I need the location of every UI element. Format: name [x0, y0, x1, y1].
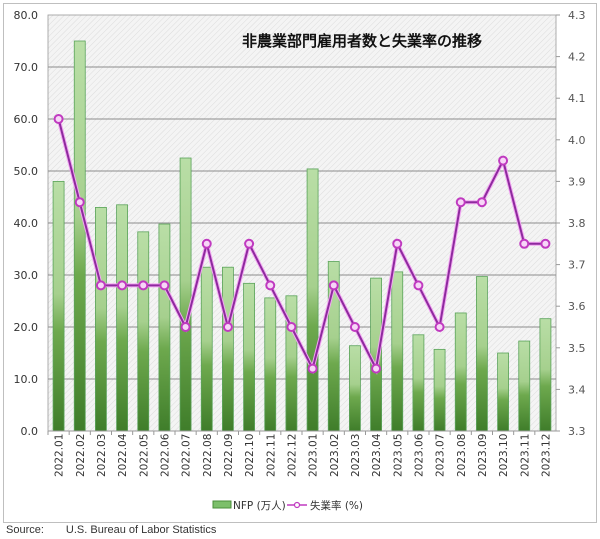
unemployment-point-2022.11 — [265, 280, 276, 291]
x-axis-tick-label: 2022.04 — [117, 433, 129, 477]
source-label: Source: — [6, 524, 44, 536]
unemployment-point-2023.07 — [434, 322, 445, 332]
legend-nfp-swatch — [212, 500, 232, 509]
right-axis-tick-label: 3.4 — [568, 383, 586, 396]
unemployment-point-2023.05 — [392, 238, 403, 249]
unemployment-point-2022.02 — [74, 197, 85, 208]
x-axis-tick-label: 2022.06 — [159, 433, 171, 477]
x-axis-tick-label: 2023.04 — [371, 433, 383, 477]
unemployment-point-2023.03 — [349, 322, 360, 332]
bar-nfp-2022.01 — [52, 180, 65, 432]
bar-nfp-2022.11 — [264, 297, 277, 432]
left-axis-tick-label: 30.0 — [14, 269, 39, 282]
bar-nfp-2022.10 — [243, 282, 255, 432]
bar-nfp-2022.06 — [158, 223, 171, 432]
x-axis-tick-label: 2023.10 — [498, 434, 510, 477]
bar-nfp-2022.08 — [200, 266, 213, 432]
left-axis-tick-label: 60.0 — [14, 113, 39, 126]
unemployment-point-2023.09 — [476, 197, 487, 208]
x-axis-tick-label: 2023.06 — [413, 433, 425, 477]
right-axis-tick-label: 4.0 — [568, 134, 586, 147]
x-axis-tick-label: 2023.01 — [308, 434, 320, 477]
bar-nfp-2023.12 — [539, 318, 552, 432]
source-text: U.S. Bureau of Labor Statistics — [65, 524, 217, 536]
bar-nfp-2022.04 — [116, 204, 128, 432]
right-axis-tick-label: 4.1 — [568, 92, 586, 105]
left-axis-tick-label: 70.0 — [14, 61, 39, 74]
right-axis-tick-label: 3.3 — [568, 425, 586, 438]
x-axis-tick-label: 2022.11 — [265, 434, 277, 477]
x-axis-tick-label: 2022.12 — [286, 434, 298, 477]
source-note: Source: U.S. Bureau of Labor Statistics — [6, 524, 238, 536]
left-axis-tick-label: 50.0 — [14, 165, 39, 178]
unemployment-point-2022.01 — [53, 114, 64, 124]
bar-nfp-2023.06 — [412, 334, 425, 432]
x-axis-tick-label: 2023.05 — [392, 434, 404, 477]
x-axis-tick-label: 2022.08 — [202, 434, 214, 477]
right-axis-tick-label: 3.8 — [568, 217, 586, 230]
unemployment-point-2023.12 — [540, 238, 551, 249]
bar-nfp-2023.05 — [391, 271, 404, 432]
unemployment-point-2023.08 — [455, 197, 466, 208]
bar-nfp-2023.01 — [306, 168, 319, 432]
x-axis-tick-label: 2022.01 — [54, 434, 66, 477]
legend-unemployment-label: 失業率 (%) — [310, 499, 363, 512]
unemployment-point-2023.10 — [498, 155, 509, 166]
right-axis-tick-label: 3.7 — [568, 259, 586, 272]
right-axis-tick-label: 4.2 — [568, 51, 586, 64]
unemployment-point-2022.03 — [95, 280, 106, 291]
bar-nfp-2023.10 — [497, 352, 509, 432]
x-axis-tick-label: 2022.07 — [181, 434, 193, 477]
x-axis-tick-label: 2022.10 — [244, 434, 256, 477]
left-axis-tick-label: 0.0 — [21, 425, 39, 438]
left-axis-tick-label: 20.0 — [14, 321, 39, 334]
right-axis-tick-label: 3.6 — [568, 300, 586, 313]
unemployment-point-2022.09 — [222, 322, 233, 332]
bar-nfp-2023.08 — [454, 312, 467, 432]
unemployment-point-2022.06 — [159, 280, 170, 291]
chart-frame — [3, 3, 597, 523]
chart-title: 非農業部門雇用者数と失業率の推移 — [242, 32, 482, 50]
x-axis-tick-label: 2023.02 — [329, 434, 341, 477]
bar-nfp-2022.09 — [222, 266, 234, 432]
unemployment-point-2023.11 — [519, 238, 530, 249]
x-axis-tick-label: 2023.12 — [540, 434, 552, 477]
unemployment-point-2022.05 — [138, 280, 149, 291]
right-axis-tick-label: 3.9 — [568, 175, 586, 188]
bar-nfp-2022.05 — [137, 231, 150, 432]
legend-unemployment-marker — [293, 501, 301, 509]
right-axis-tick-label: 4.3 — [568, 9, 586, 22]
bar-nfp-2023.09 — [476, 276, 488, 432]
bar-nfp-2022.03 — [95, 206, 107, 432]
x-axis-tick-label: 2023.08 — [456, 434, 468, 477]
unemployment-point-2022.07 — [180, 322, 191, 332]
unemployment-point-2022.12 — [286, 322, 297, 332]
x-axis-tick-label: 2023.07 — [435, 434, 447, 477]
unemployment-point-2023.01 — [307, 363, 318, 374]
bar-nfp-2023.03 — [349, 345, 361, 432]
x-axis-tick-label: 2022.03 — [96, 434, 108, 477]
x-axis-tick-label: 2022.09 — [223, 434, 235, 477]
left-axis-tick-label: 80.0 — [14, 9, 39, 22]
unemployment-point-2022.04 — [117, 280, 128, 291]
unemployment-point-2022.10 — [244, 238, 255, 249]
unemployment-point-2023.02 — [328, 280, 339, 291]
left-axis-tick-label: 10.0 — [14, 373, 39, 386]
x-axis-tick-label: 2023.11 — [519, 434, 531, 477]
x-axis-tick-label: 2023.09 — [477, 434, 489, 477]
unemployment-point-2023.04 — [371, 363, 382, 374]
x-axis-tick-label: 2023.03 — [350, 434, 362, 477]
legend-nfp-label: NFP (万人) — [233, 500, 286, 512]
right-axis-tick-label: 3.5 — [568, 342, 586, 355]
bar-nfp-2023.07 — [433, 348, 446, 432]
bar-nfp-2022.07 — [179, 157, 192, 432]
unemployment-point-2023.06 — [413, 280, 424, 291]
bar-nfp-2022.02 — [73, 40, 86, 432]
bar-nfp-2023.11 — [518, 340, 531, 432]
left-axis-tick-label: 40.0 — [14, 217, 39, 230]
x-axis-tick-label: 2022.05 — [138, 434, 150, 477]
x-axis-tick-label: 2022.02 — [75, 434, 87, 477]
unemployment-point-2022.08 — [201, 238, 212, 249]
